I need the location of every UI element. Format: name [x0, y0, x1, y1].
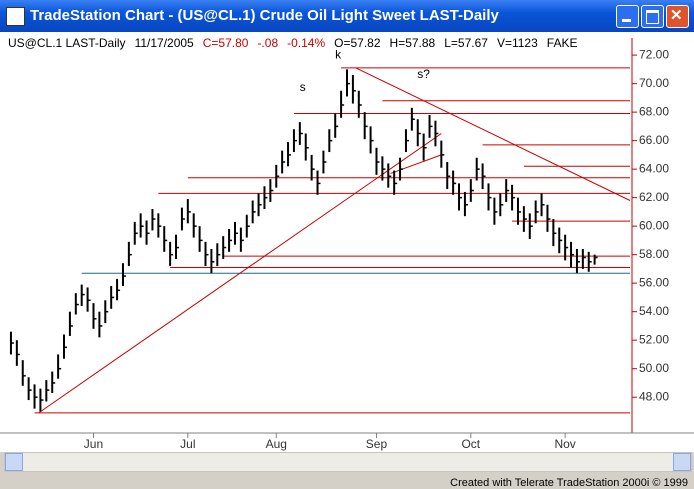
y-tick-label: 50.00 — [639, 361, 669, 375]
x-tick-label: Sep — [366, 437, 388, 451]
y-tick-label: 70.00 — [639, 76, 669, 90]
chart: US@CL.1 LAST-Daily 11/17/2005 C=57.80 -.08-… — [0, 32, 694, 452]
y-tick-label: 52.00 — [639, 332, 669, 346]
x-tick-label: Aug — [266, 437, 287, 451]
info-text: O=57.82 — [334, 36, 381, 50]
info-text: C=57.80 — [203, 36, 249, 50]
y-tick-label: 72.00 — [639, 47, 669, 61]
info-text: -.08 — [257, 36, 278, 50]
y-tick-label: 66.00 — [639, 133, 669, 147]
y-tick-label: 56.00 — [639, 275, 669, 289]
app-icon — [6, 7, 25, 26]
y-tick-label: 62.00 — [639, 190, 669, 204]
minimize-button[interactable] — [616, 5, 639, 28]
y-tick-label: 64.00 — [639, 161, 669, 175]
x-tick-label: Nov — [554, 437, 575, 451]
info-text: -0.14% — [287, 36, 325, 50]
info-text: V=1123 — [497, 36, 538, 50]
scroll-left[interactable] — [5, 453, 23, 471]
info-text: L=57.67 — [444, 36, 488, 50]
annotation: k — [335, 47, 342, 61]
x-tick-label: Jul — [180, 437, 195, 451]
y-tick-label: 60.00 — [639, 218, 669, 232]
y-tick-label: 68.00 — [639, 104, 669, 118]
x-tick-label: Oct — [461, 437, 480, 451]
chart-background — [0, 32, 694, 452]
x-tick-label: Jun — [84, 437, 103, 451]
scroll-right[interactable] — [673, 453, 691, 471]
y-tick-label: 54.00 — [639, 304, 669, 318]
y-tick-label: 58.00 — [639, 247, 669, 261]
info-text: H=57.88 — [390, 36, 436, 50]
y-tick-label: 48.00 — [639, 389, 669, 403]
annotation: s? — [417, 67, 430, 81]
info-text: FAKE — [547, 36, 578, 50]
trend-line — [355, 67, 631, 201]
info-text: 11/17/2005 — [135, 36, 194, 50]
close-button[interactable]: ✕ — [666, 5, 689, 28]
maximize-button[interactable] — [641, 5, 664, 28]
trend-line — [38, 133, 442, 414]
footer: Created with Telerate TradeStation 2000i… — [450, 477, 688, 489]
info-text: US@CL.1 LAST-Daily — [8, 36, 126, 50]
scrollbar[interactable] — [4, 452, 692, 472]
window-title: TradeStation Chart - (US@CL.1) Crude Oil… — [30, 7, 499, 24]
title-bar: TradeStation Chart - (US@CL.1) Crude Oil… — [0, 0, 694, 32]
annotation: s — [300, 80, 306, 94]
